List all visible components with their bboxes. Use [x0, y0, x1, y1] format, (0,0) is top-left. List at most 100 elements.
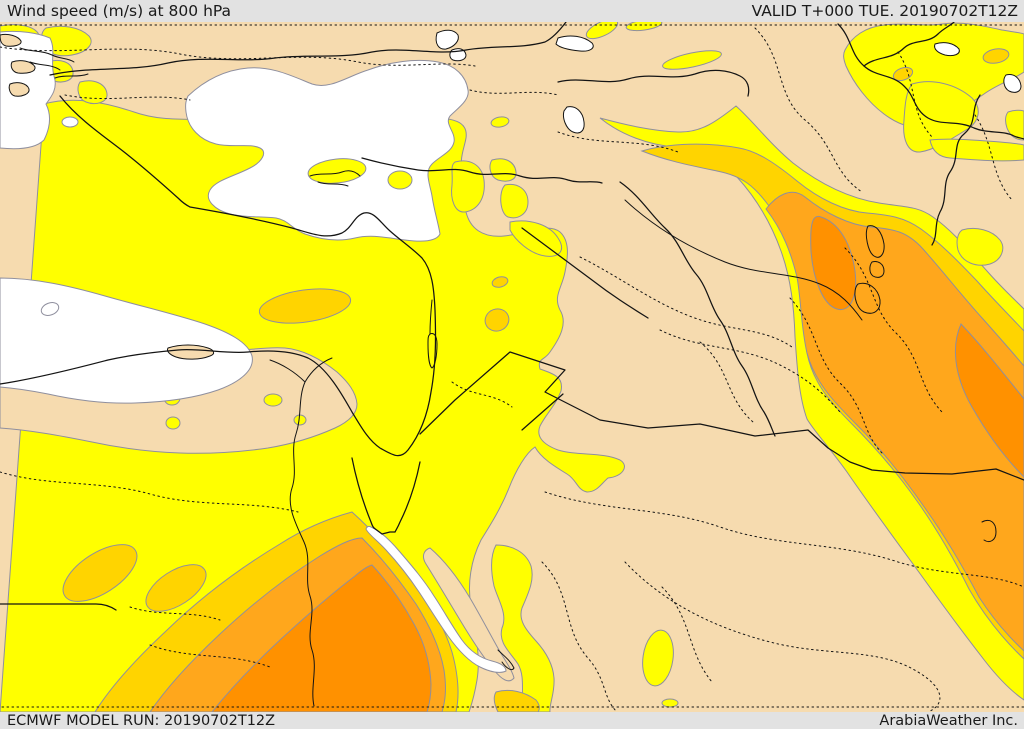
aegean-island-1 [0, 33, 22, 47]
west-turkey-coastline [59, 95, 191, 208]
gold-anatolia [258, 288, 352, 324]
yellow-island-in-calm-2 [387, 170, 413, 190]
egypt-sudan-border [0, 603, 117, 611]
admin-boundary [897, 51, 934, 139]
nile-delta-branches [269, 357, 333, 383]
yellow-right-edge-strip [1005, 109, 1024, 141]
borders-and-coastlines [0, 21, 1024, 707]
admin-boundary [541, 561, 618, 713]
jordan-saudi-zigzag-leg [521, 393, 564, 431]
yellow-hole-delta-4 [293, 414, 307, 426]
admin-boundary [451, 381, 513, 408]
orange-northeast-band [765, 191, 1024, 652]
nile-river [289, 381, 315, 707]
admin-boundary [659, 329, 841, 413]
iraq-lake-2 [869, 261, 885, 278]
gulf-of-suez [351, 457, 375, 529]
admin-boundary [789, 297, 883, 454]
map-title: Wind speed (m/s) at 800 hPa [7, 2, 232, 20]
admin-boundary [754, 27, 863, 193]
header-bar: Wind speed (m/s) at 800 hPa VALID T+000 … [0, 0, 1024, 22]
levant-egypt-coastline [0, 206, 437, 457]
jordan-saudi-iraq-borders [419, 351, 1024, 481]
yellow-hole-delta-2 [165, 416, 181, 430]
model-run-label: ECMWF MODEL RUN: 20190702T12Z [7, 712, 276, 729]
marmara-coast-squiggle-1 [19, 47, 75, 63]
lake-urmia [563, 106, 585, 134]
calm-spot-mediterranean [40, 302, 60, 316]
admin-boundary [0, 46, 476, 67]
yellow-asir-blob [642, 629, 674, 687]
turkey-iran-border [557, 69, 750, 97]
gold-levant [484, 308, 510, 332]
admin-boundary [0, 471, 299, 513]
admin-boundary [699, 341, 754, 423]
lake-van [555, 35, 594, 52]
euphrates-river [624, 199, 863, 321]
calm-hole-anatolia [61, 116, 79, 128]
iraq-iran-border [619, 181, 776, 437]
jeddah-coast-detail [497, 649, 515, 671]
lake-tuz-1 [435, 29, 459, 50]
branding-label: ArabiaWeather Inc. [879, 712, 1018, 729]
admin-boundary [469, 89, 559, 96]
gold-egypt-ellipse-2 [145, 564, 207, 612]
marmara-coast-squiggle-2 [29, 61, 61, 71]
yellow-nw-iran-blob [956, 227, 1004, 266]
coast-detail-squiggle-2 [317, 181, 349, 187]
black-sea-coastline [49, 21, 567, 76]
iraq-lake-3 [854, 282, 881, 314]
admin-boundary [149, 644, 271, 668]
deep-orange-gulf-core [954, 323, 1024, 478]
gold-caucasus-2 [982, 48, 1010, 64]
sinai-tip [373, 527, 396, 535]
coast-detail-squiggle-1 [309, 170, 361, 177]
admin-boundary [661, 586, 713, 683]
azerbaijan-iran-border [931, 94, 981, 246]
caucasus-border-2 [863, 21, 955, 67]
red-sea-strip [365, 525, 507, 673]
gold-caucasus-1 [892, 66, 914, 82]
yellow-island-in-calm-1 [307, 158, 367, 184]
aegean-island-2 [10, 60, 36, 74]
lakes [435, 29, 1022, 134]
admin-boundary [624, 561, 941, 713]
deep-orange-egypt-core [210, 564, 432, 713]
turkey-syria-border [361, 157, 603, 184]
footer-bar: ECMWF MODEL RUN: 20190702T12Z ArabiaWeat… [0, 712, 1024, 729]
marmara-coast-squiggle-3 [54, 73, 89, 79]
syria-iraq-border [521, 227, 649, 319]
admin-boundary [64, 94, 191, 101]
islands [0, 33, 215, 360]
calm-region-northwest [185, 59, 469, 242]
yellow-syria-patch-5 [490, 116, 510, 128]
gold-egypt-ellipse-1 [62, 544, 138, 602]
gulf-of-aqaba [394, 461, 421, 533]
yellow-hejaz-band [491, 544, 555, 713]
admin-boundary [844, 247, 944, 414]
deep-orange-zagros-core [810, 215, 857, 310]
lake-caucasus-1 [934, 42, 960, 57]
yellow-syria-patch-2 [489, 158, 517, 182]
iraq-lake-1 [865, 225, 885, 258]
yellow-ridge-sliver-3 [662, 50, 722, 70]
wind-level-deep-orange-regions [210, 215, 1024, 713]
yellow-hole-delta-3 [263, 393, 283, 407]
admin-boundary [579, 256, 793, 348]
calm-white-regions [0, 30, 507, 673]
admin-boundary [129, 606, 221, 621]
dead-sea [427, 299, 438, 369]
admin-boundaries [0, 24, 1024, 713]
admin-boundary [544, 491, 1024, 588]
aegean-island-3 [8, 82, 30, 97]
gold-levant-small [491, 276, 509, 288]
lake-caucasus-2 [1003, 74, 1022, 93]
valid-time-label: VALID T+000 TUE. 20190702T12Z [751, 2, 1018, 20]
qatar-coast [981, 519, 997, 543]
red-sea-east-tan-corridor [422, 547, 515, 682]
admin-boundary [557, 131, 679, 153]
yellow-caucasus-arm [929, 138, 1024, 162]
yellow-syria-patch-3 [500, 183, 529, 219]
